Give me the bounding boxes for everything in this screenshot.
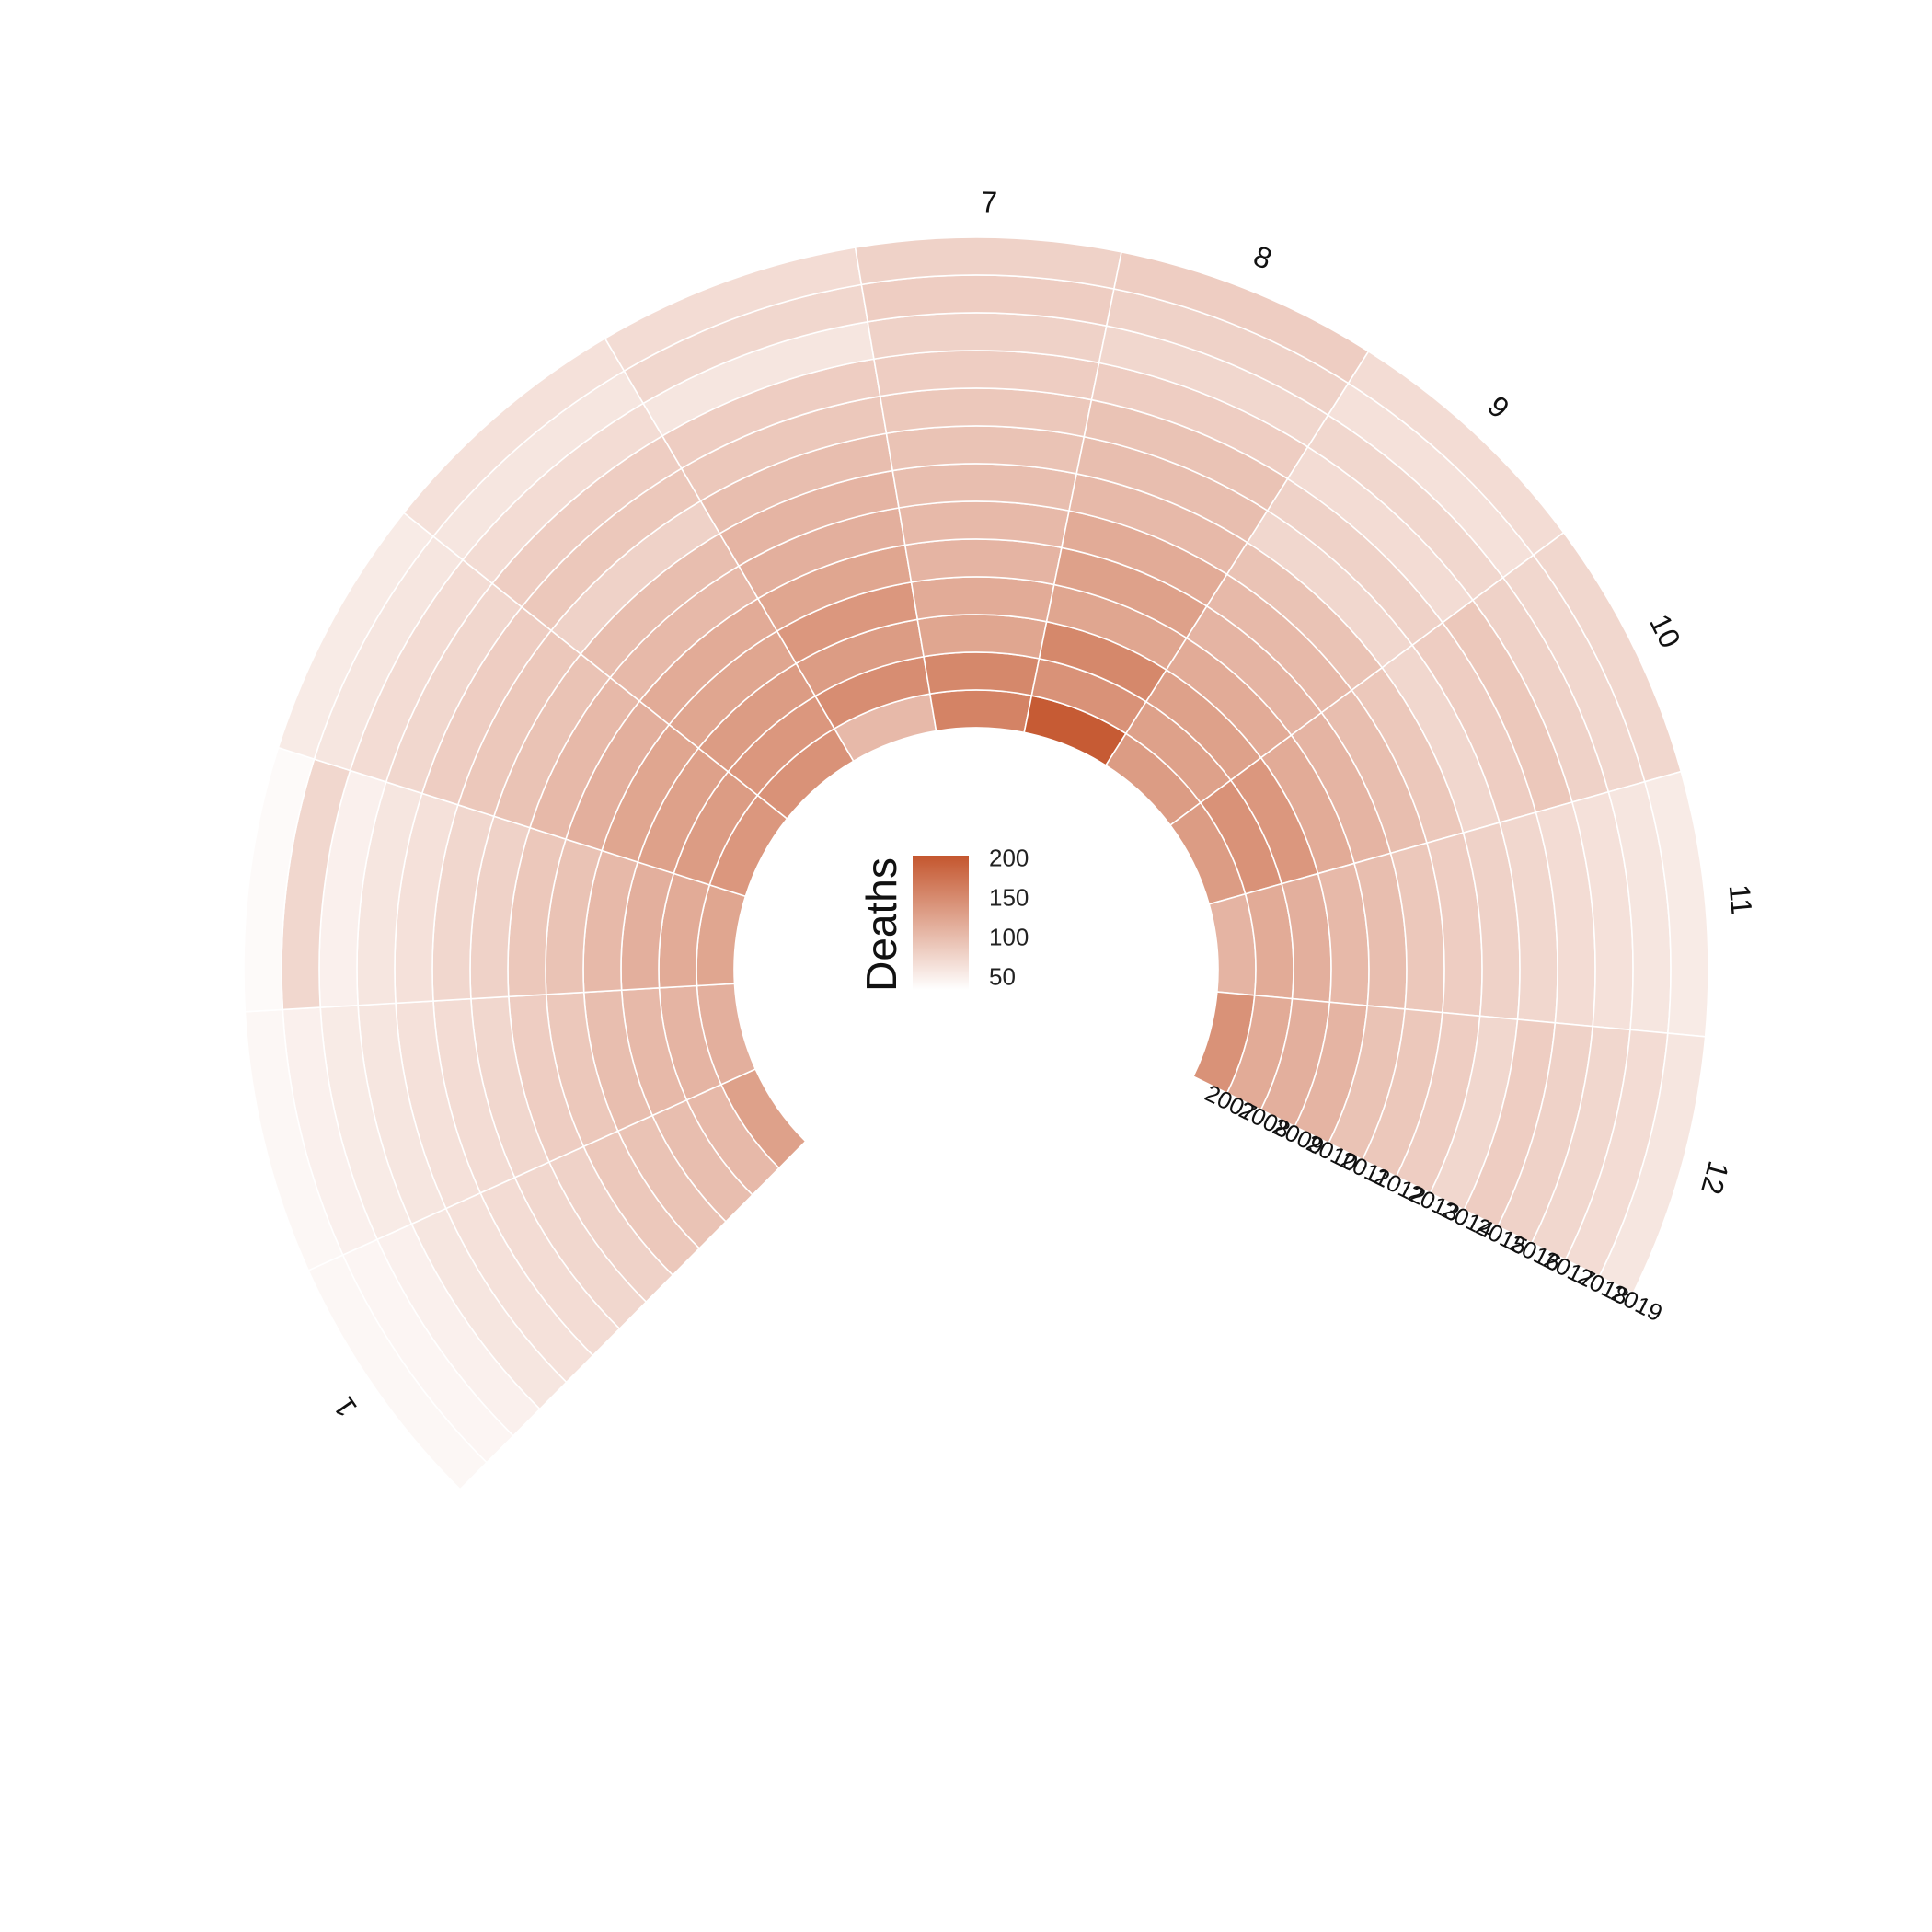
month-label: 9 — [1481, 389, 1516, 424]
legend-tick-label: 100 — [989, 923, 1029, 950]
heatmap-cells — [243, 236, 1709, 1490]
month-label: 11 — [1723, 883, 1759, 916]
month-label: 1 — [327, 1391, 363, 1423]
heatmap-cell — [923, 651, 1041, 696]
month-label: 7 — [981, 185, 997, 218]
heatmap-cell — [1598, 1032, 1707, 1294]
legend-tick-label: 50 — [989, 962, 1016, 990]
legend-tick-label: 200 — [989, 844, 1029, 871]
legend-ticks: 200 150 100 50 — [989, 844, 1029, 990]
month-label: 8 — [1249, 239, 1277, 276]
month-label: 12 — [1695, 1157, 1735, 1198]
color-legend: Deaths 200 150 100 50 — [857, 844, 1029, 991]
legend-tick-label: 150 — [989, 883, 1029, 911]
heatmap-cell — [910, 576, 1055, 623]
legend-title: Deaths — [857, 857, 905, 992]
heatmap-cell — [928, 689, 1033, 734]
month-label: 10 — [1643, 609, 1687, 653]
heatmap-cell — [916, 614, 1048, 660]
legend-colorbar — [913, 856, 969, 990]
